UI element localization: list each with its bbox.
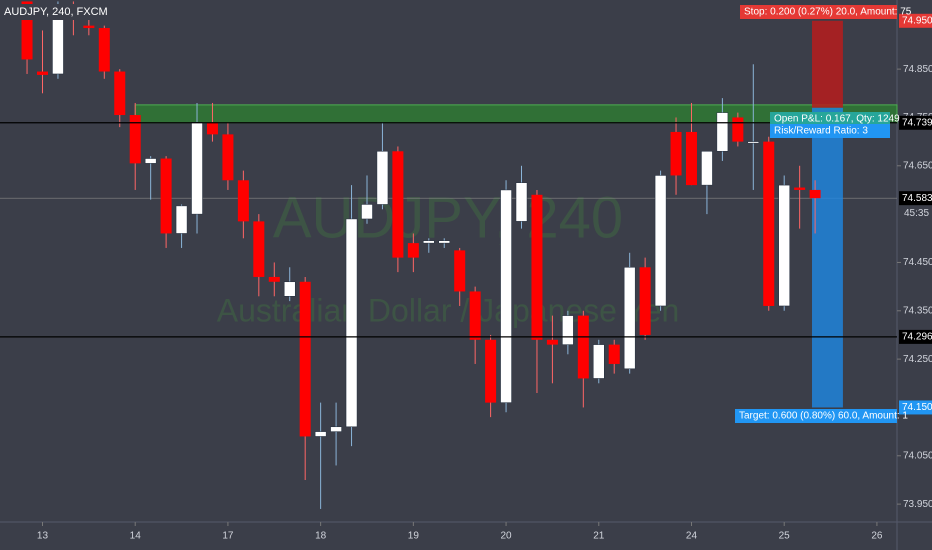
y-tick-label: 74.050 — [903, 450, 932, 461]
candle-body — [654, 175, 667, 307]
x-tick-label: 17 — [222, 531, 234, 542]
candle-body — [670, 131, 682, 176]
price-label-bg — [899, 329, 932, 344]
candle-body — [330, 426, 342, 432]
candle-body — [36, 71, 48, 75]
x-tick-label: 19 — [408, 531, 420, 542]
price-label-bg — [899, 115, 932, 130]
price-label: 74.739 — [902, 117, 932, 128]
stop-zone — [812, 20, 843, 108]
x-tick-label: 21 — [593, 531, 605, 542]
candle-body — [144, 158, 157, 164]
x-tick-label: 13 — [37, 531, 49, 542]
candle-body — [546, 339, 558, 345]
title-bg — [0, 4, 110, 20]
y-tick-label: 74.250 — [903, 354, 932, 365]
candle-body — [593, 344, 605, 379]
candle-body — [129, 115, 141, 164]
candle-body — [392, 151, 404, 258]
stop-label-bg — [740, 5, 897, 19]
watermark-subtitle: Australian Dollar / Japanese Yen — [217, 292, 680, 328]
x-tick-label: 14 — [130, 531, 142, 542]
candle-body — [268, 276, 280, 282]
candle-body — [701, 151, 713, 186]
price-label: 74.150 — [902, 402, 932, 413]
y-tick-label: 73.950 — [903, 499, 932, 510]
candle-body — [469, 291, 481, 340]
pnl-label: Open P&L: 0.167, Qty: 1249 — [774, 114, 900, 125]
candle-body — [52, 15, 64, 75]
price-label: 74.296 — [902, 332, 932, 343]
candle-body — [716, 112, 729, 152]
price-label: 74.950 — [902, 15, 932, 26]
candle-body — [500, 189, 512, 403]
price-label: 74.583 — [902, 193, 932, 204]
countdown: 45:35 — [904, 208, 929, 219]
candle-body — [191, 122, 203, 215]
x-tick-label: 24 — [686, 531, 698, 542]
price-label-bg — [899, 13, 932, 28]
y-tick-label: 74.850 — [903, 64, 932, 75]
candle-body — [763, 141, 775, 306]
candle-body — [438, 240, 451, 244]
chart-title: AUDJPY, 240, FXCM — [4, 6, 108, 18]
candle-body — [531, 194, 543, 340]
candle-body — [253, 221, 265, 277]
ratio-label-bg — [770, 124, 890, 138]
candle-body — [623, 267, 636, 370]
candle-body — [577, 315, 589, 379]
candle-body — [361, 204, 373, 220]
candle-body — [160, 158, 172, 234]
candle-body — [685, 131, 697, 186]
x-tick-label: 20 — [500, 531, 512, 542]
candle-body — [237, 180, 249, 222]
candle-body — [206, 122, 218, 135]
target-zone — [812, 107, 843, 408]
candle-body — [732, 117, 744, 142]
x-tick-label: 18 — [315, 531, 327, 542]
candle-body — [314, 431, 327, 437]
candle-body — [485, 339, 497, 403]
y-tick-label: 74.450 — [903, 257, 932, 268]
x-tick-label: 26 — [871, 531, 883, 542]
candle-body — [114, 71, 126, 116]
stop-label: Stop: 0.200 (0.27%) 20.0, Amount: 75 — [744, 7, 912, 18]
candle-body — [794, 187, 806, 190]
candle-body — [222, 134, 234, 181]
candle-body — [83, 25, 95, 29]
candle-body — [778, 184, 790, 307]
candle-body — [562, 315, 574, 345]
x-tick-label: 25 — [779, 531, 791, 542]
price-label-bg — [899, 400, 932, 415]
price-label-bg — [899, 191, 932, 206]
candle-body — [515, 182, 528, 222]
candle-body — [407, 243, 419, 258]
candle-body — [175, 205, 188, 234]
candle-body — [809, 189, 821, 199]
y-tick-label: 74.350 — [903, 305, 932, 316]
candle-body — [423, 240, 435, 244]
candle-body — [21, 1, 33, 60]
y-tick-label: 74.650 — [903, 160, 932, 171]
watermark: AUDJPY, 240 — [273, 185, 623, 250]
candle-body — [747, 141, 760, 144]
candle-body — [283, 281, 296, 297]
candle-body — [454, 250, 466, 292]
pnl-label-bg — [770, 112, 890, 126]
candle-body — [608, 344, 620, 364]
ratio-label: Risk/Reward Ratio: 3 — [774, 126, 868, 137]
candle-body — [376, 151, 389, 205]
target-label: Target: 0.600 (0.80%) 60.0, Amount: 1 — [739, 411, 908, 422]
target-label-bg — [735, 409, 897, 423]
candle-body — [639, 267, 651, 335]
candle-body — [98, 28, 110, 72]
candle-body — [299, 281, 311, 437]
candle-body — [345, 218, 358, 428]
